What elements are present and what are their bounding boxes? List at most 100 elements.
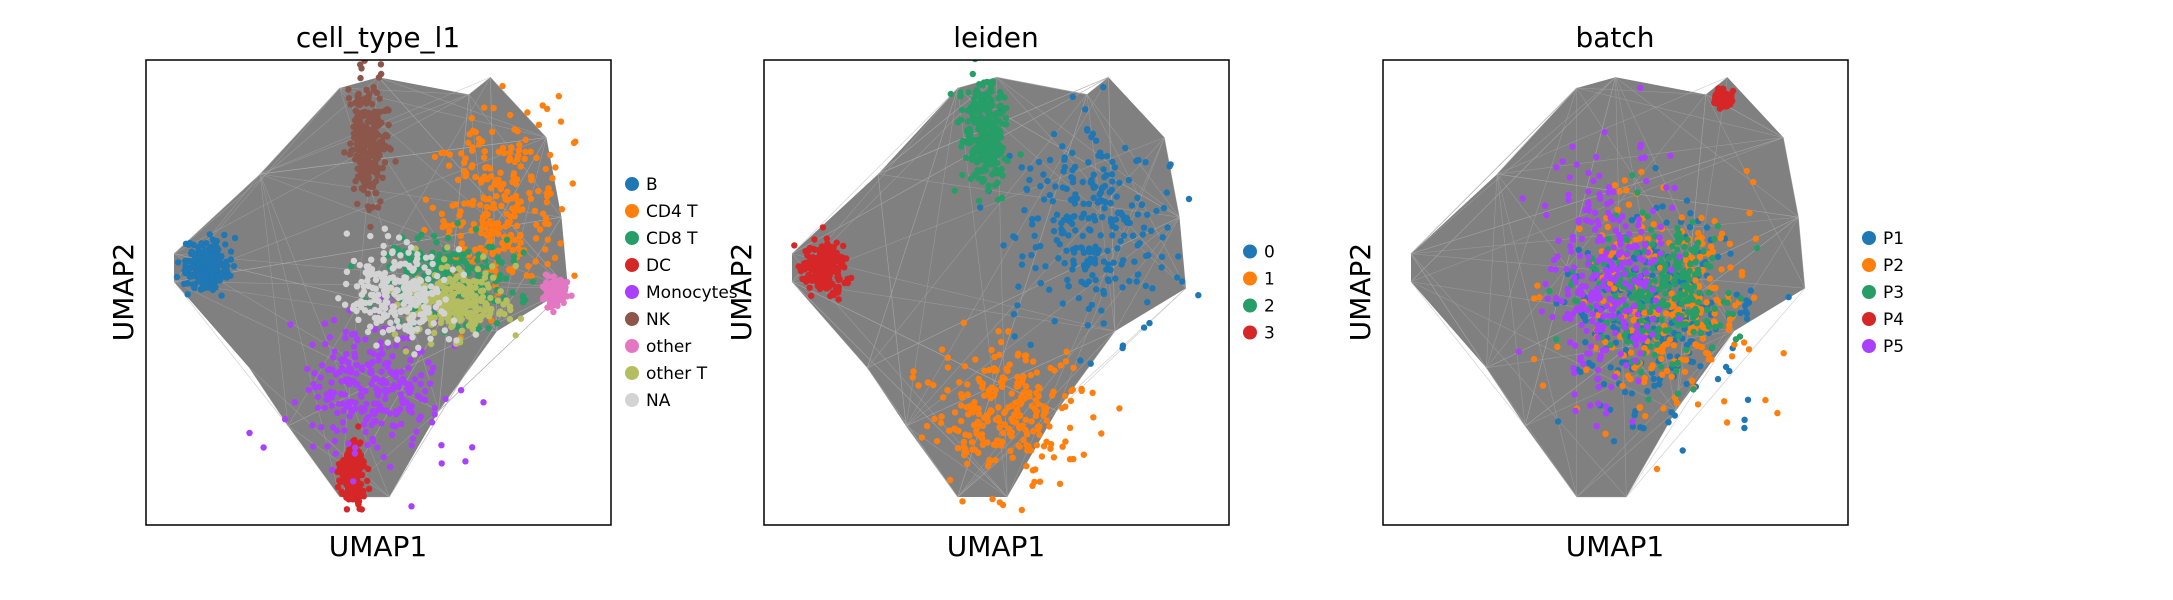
data-point	[449, 266, 456, 273]
data-point	[456, 299, 463, 306]
data-point	[1698, 214, 1705, 222]
data-point	[529, 278, 536, 285]
data-point	[1600, 260, 1608, 267]
data-point	[1634, 189, 1641, 196]
data-point	[1108, 171, 1116, 178]
data-point	[365, 362, 372, 369]
data-point	[808, 292, 815, 299]
data-point	[988, 96, 995, 104]
legend-item: DC	[625, 256, 671, 276]
data-point	[844, 279, 852, 287]
data-point	[569, 180, 576, 187]
data-point	[354, 337, 361, 344]
data-point	[1599, 333, 1606, 341]
data-point	[990, 131, 997, 139]
data-point	[340, 407, 347, 415]
data-point	[1637, 350, 1644, 357]
data-point	[201, 284, 208, 292]
data-point	[1153, 207, 1160, 215]
legend-label: P1	[1883, 229, 1904, 249]
data-point	[1589, 317, 1596, 325]
data-point	[997, 134, 1005, 141]
data-point	[1658, 355, 1665, 363]
data-point	[438, 149, 445, 156]
data-point	[1081, 280, 1088, 287]
data-point	[374, 406, 382, 414]
data-point	[829, 289, 836, 296]
data-point	[991, 159, 998, 167]
data-point	[1567, 281, 1575, 289]
data-point	[1064, 276, 1071, 284]
data-point	[812, 271, 819, 279]
data-point	[1120, 232, 1128, 239]
data-point	[372, 285, 379, 292]
data-point	[1728, 353, 1736, 360]
data-point	[513, 222, 521, 229]
cluster-0	[977, 84, 1202, 367]
data-point	[364, 277, 371, 284]
data-point	[570, 139, 578, 146]
data-point	[385, 121, 392, 129]
data-point	[958, 417, 965, 425]
data-point	[324, 443, 331, 450]
data-point	[1612, 339, 1620, 346]
data-point	[374, 123, 381, 130]
data-point	[522, 148, 529, 155]
data-point	[414, 251, 421, 258]
data-point	[1689, 218, 1696, 226]
data-point	[1534, 282, 1541, 289]
data-point	[415, 291, 422, 298]
graph-edge	[1496, 174, 1578, 498]
data-point	[421, 264, 428, 271]
data-point	[805, 262, 812, 269]
data-point	[1645, 396, 1652, 403]
legend-marker	[1862, 285, 1876, 299]
data-point	[1636, 235, 1644, 242]
data-point	[439, 283, 446, 290]
data-point	[1635, 377, 1642, 385]
data-point	[1746, 209, 1753, 217]
data-point	[1629, 172, 1636, 179]
data-point	[476, 141, 483, 148]
data-point	[1705, 323, 1713, 330]
data-point	[1638, 168, 1645, 176]
data-point	[1747, 287, 1755, 294]
data-point	[425, 359, 432, 366]
data-point	[454, 176, 462, 183]
data-point	[1603, 200, 1611, 208]
data-point	[455, 281, 462, 288]
data-point	[465, 278, 472, 286]
data-point	[1119, 342, 1127, 349]
data-point	[1596, 233, 1604, 241]
data-point	[422, 388, 429, 395]
data-point	[480, 253, 487, 260]
data-point	[510, 170, 518, 177]
data-point	[1058, 404, 1066, 412]
data-point	[328, 402, 335, 409]
data-point	[1596, 172, 1603, 179]
data-point	[1065, 232, 1072, 239]
data-point	[500, 301, 507, 308]
panel-title: cell_type_l1	[296, 21, 460, 54]
data-point	[937, 419, 945, 427]
data-point	[425, 309, 432, 316]
data-point	[960, 438, 968, 446]
data-point	[977, 140, 984, 147]
data-point	[1687, 338, 1694, 345]
data-point	[340, 465, 347, 473]
data-point	[1004, 367, 1011, 375]
data-point	[1084, 258, 1091, 265]
data-point	[332, 371, 340, 378]
data-point	[413, 428, 420, 435]
data-point	[246, 429, 253, 437]
data-point	[1046, 191, 1054, 199]
data-point	[991, 182, 999, 189]
data-point	[528, 272, 535, 280]
graph-edge	[1410, 137, 1784, 283]
data-point	[395, 383, 402, 391]
data-point	[342, 334, 349, 342]
data-point	[1022, 426, 1029, 434]
data-point	[1649, 286, 1656, 293]
